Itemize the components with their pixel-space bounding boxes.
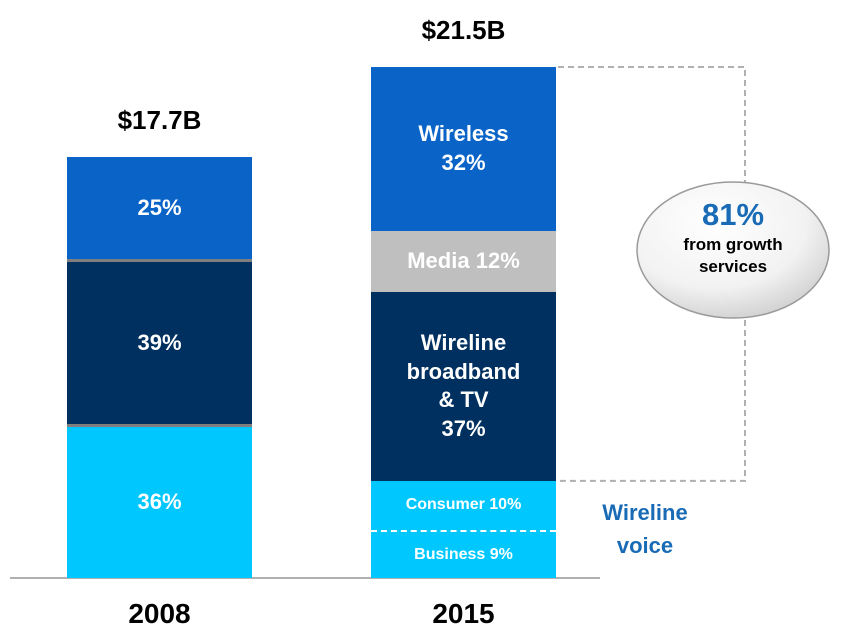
bar-segment: Wireless 32% bbox=[371, 67, 556, 231]
callout-text: from growth services bbox=[683, 235, 783, 276]
category-label: 2008 bbox=[128, 598, 191, 629]
segment-name: Consumer bbox=[405, 496, 485, 514]
callout-value: 81% bbox=[701, 197, 765, 232]
segment-label: Wireless 32% bbox=[401, 120, 526, 177]
segment-value: 12% bbox=[475, 247, 520, 273]
segment-value: 37% bbox=[441, 415, 486, 441]
bar-segment: Media 12% bbox=[371, 230, 556, 292]
annotation: Wireline voice bbox=[595, 481, 695, 578]
segment-name: Wireline broadband & TV bbox=[406, 330, 521, 413]
segment-label: 36% bbox=[97, 488, 222, 517]
bar-segment: Business 9% bbox=[371, 532, 556, 578]
segment-name: Business bbox=[414, 545, 486, 563]
segment-value: 32% bbox=[441, 149, 486, 175]
total-label: $21.5B bbox=[421, 15, 506, 45]
segment-value: 9% bbox=[489, 545, 513, 563]
bar-segment: 36% bbox=[67, 426, 252, 578]
bar: 36% 39% 25% bbox=[67, 157, 252, 578]
segment-name: Media bbox=[407, 247, 470, 273]
bar-segment: Consumer 10% bbox=[371, 480, 556, 533]
segment-label: 25% bbox=[97, 194, 222, 223]
segment-label: Media 12% bbox=[407, 247, 520, 276]
category-label: 2015 bbox=[432, 598, 495, 629]
segment-name: Wireless bbox=[418, 121, 509, 147]
segment-label: Business 9% bbox=[414, 545, 513, 566]
total-label: $17.7B bbox=[117, 105, 202, 136]
segment-value: 36% bbox=[137, 488, 182, 514]
bar-segment: Wireline broadband & TV 37% bbox=[371, 291, 556, 481]
bar: Business 9% Consumer 10% Wireline broadban… bbox=[371, 67, 556, 578]
segment-value: 25% bbox=[137, 195, 182, 221]
callout-bubble bbox=[636, 181, 830, 319]
segment-label: 39% bbox=[97, 329, 222, 358]
segment-value: 10% bbox=[489, 496, 522, 514]
bar-segment: 25% bbox=[67, 157, 252, 263]
segment-value: 39% bbox=[137, 329, 182, 355]
segment-label: Wireline broadband & TV 37% bbox=[401, 329, 526, 443]
annotation-text: Wireline voice bbox=[602, 500, 688, 559]
segment-label: Consumer 10% bbox=[406, 495, 522, 516]
callout: 81% from growth services bbox=[643, 196, 823, 278]
bar-segment: 39% bbox=[67, 262, 252, 427]
